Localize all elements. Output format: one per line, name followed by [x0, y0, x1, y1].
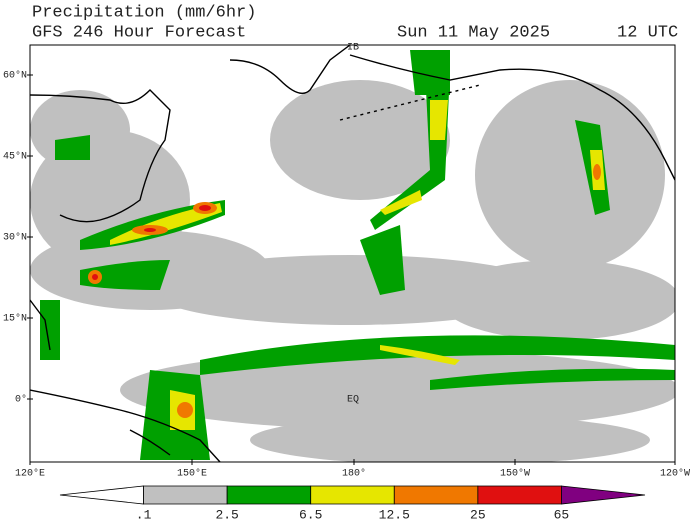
lon-label: 180°	[342, 468, 366, 480]
colorbar-label: 2.5	[215, 507, 238, 522]
title: Precipitation (mm/6hr)	[32, 3, 256, 22]
lon-label: 150°E	[177, 468, 207, 480]
place-label: EQ	[347, 395, 359, 406]
colorbar-label: 12.5	[379, 507, 410, 522]
subtitle: GFS 246 Hour Forecast	[32, 23, 246, 42]
colorbar-label: 25	[470, 507, 486, 522]
lat-label: 60°N	[3, 70, 27, 82]
lat-label: 45°N	[3, 151, 27, 163]
colorbar-label: 65	[554, 507, 570, 522]
colorbar-swatch	[59, 485, 144, 505]
colorbar-swatch	[143, 485, 228, 505]
valid-date: Sun 11 May 2025	[397, 23, 550, 42]
colorbar-swatch	[226, 485, 312, 505]
place-label: IB	[347, 43, 359, 54]
lat-label: 0°	[15, 394, 27, 406]
colorbar-swatch	[477, 485, 562, 505]
lon-label: 120°W	[660, 468, 690, 480]
colorbar-swatch	[561, 485, 646, 505]
lon-label: 120°E	[15, 468, 45, 480]
colorbar-swatch	[310, 485, 395, 505]
precip-field	[30, 45, 675, 462]
valid-time: 12 UTC	[617, 23, 678, 42]
colorbar-swatch	[393, 485, 479, 505]
lat-label: 15°N	[3, 313, 27, 325]
colorbar-label: .1	[136, 507, 152, 522]
lat-label: 30°N	[3, 232, 27, 244]
lon-label: 150°W	[500, 468, 530, 480]
map-frame	[29, 44, 676, 463]
colorbar-label: 6.5	[299, 507, 322, 522]
